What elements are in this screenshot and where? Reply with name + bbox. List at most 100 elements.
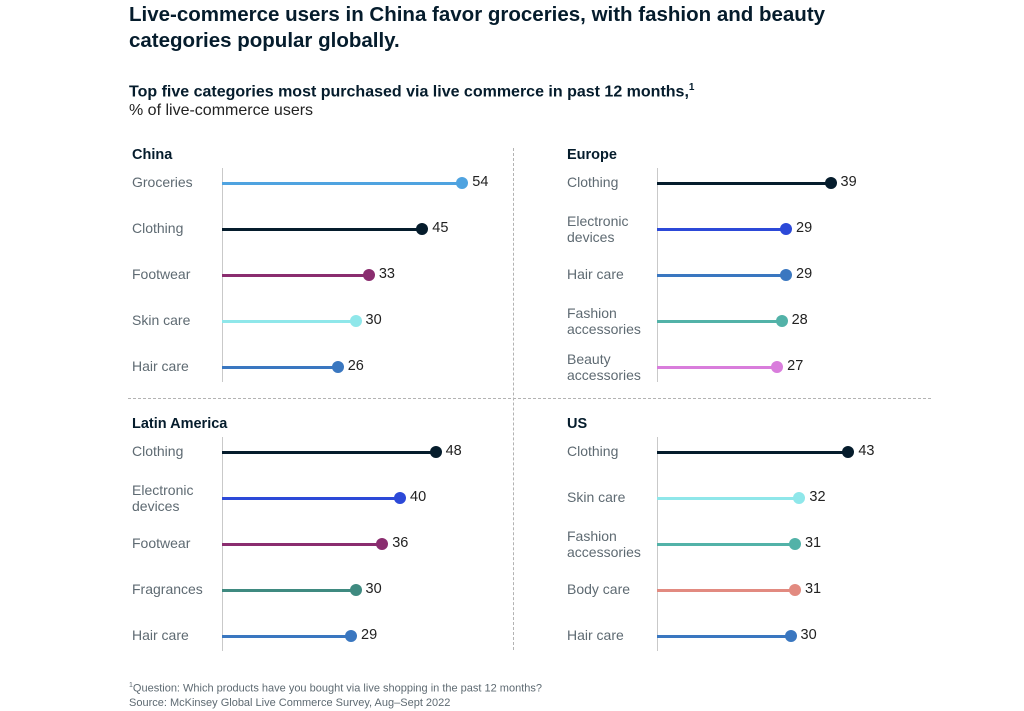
data-label: 29: [361, 627, 378, 643]
category-label: Fashion accessories: [567, 528, 641, 560]
lollipop-stem: [222, 542, 383, 546]
panel-title: China: [132, 147, 173, 163]
data-label: 32: [809, 489, 826, 505]
chart-headline: Live-commerce users in China favor groce…: [129, 3, 826, 52]
data-label: 43: [858, 443, 875, 459]
data-label: 48: [445, 443, 462, 459]
lollipop-stem: [657, 365, 778, 369]
lollipop-dot: [780, 223, 793, 235]
panel-title: Latin America: [132, 416, 228, 432]
lollipop-stem: [222, 450, 436, 454]
lollipop-dot: [775, 315, 788, 327]
footnote-question: 1Question: Which products have you bough…: [129, 679, 542, 696]
category-label: Clothing: [567, 443, 619, 459]
lollipop-stem: [657, 496, 800, 500]
subtitle-footnote-mark: 1: [688, 82, 695, 93]
category-label: Hair care: [567, 266, 624, 282]
data-label: 40: [410, 489, 427, 505]
lollipop-stem: [657, 634, 791, 638]
data-label: 27: [787, 358, 804, 374]
category-label: Beauty accessories: [567, 351, 641, 383]
lollipop-dot: [349, 584, 362, 596]
lollipop-stem: [657, 273, 787, 277]
footnote-question-text: Question: Which products have you bought…: [132, 682, 542, 695]
category-label: Electronic devices: [567, 213, 629, 245]
lollipop-stem: [222, 365, 338, 369]
lollipop-stem: [222, 319, 356, 323]
lollipop-stem: [222, 273, 369, 277]
lollipop-dot: [331, 361, 344, 373]
lollipop-dot: [824, 177, 837, 189]
footnote: 1Question: Which products have you bough…: [129, 679, 542, 710]
lollipop-stem: [222, 588, 356, 592]
category-label: Fragrances: [132, 581, 203, 597]
lollipop-dot: [429, 446, 442, 458]
lollipop-dot: [456, 177, 469, 189]
lollipop-dot: [349, 315, 362, 327]
data-label: 29: [796, 266, 813, 282]
lollipop-stem: [657, 588, 795, 592]
lollipop-dot: [780, 269, 793, 281]
category-label: Electronic devices: [132, 482, 194, 514]
category-label: Hair care: [132, 627, 189, 643]
lollipop-dot: [842, 446, 855, 458]
category-label: Skin care: [567, 489, 626, 505]
category-label: Footwear: [132, 535, 191, 551]
data-label: 30: [365, 312, 382, 328]
category-label: Groceries: [132, 174, 193, 190]
lollipop-stem: [657, 227, 787, 231]
chart-subtitle: Top five categories most purchased via l…: [129, 82, 694, 101]
panel-china: China Groceries 54 Clothing 45 Footwear 33 Skin…: [129, 147, 499, 387]
panel-europe: Europe Clothing 39 Electronic devices 29 Hair…: [564, 147, 934, 387]
panel-latin-america: Latin America Clothing 48 Electronic device…: [129, 416, 499, 656]
lollipop-dot: [788, 584, 801, 596]
category-label: Skin care: [132, 312, 191, 328]
category-label: Fashion accessories: [567, 305, 641, 337]
lollipop-dot: [416, 223, 429, 235]
panel-title: Europe: [567, 147, 617, 163]
lollipop-dot: [788, 538, 801, 550]
lollipop-stem: [657, 450, 849, 454]
data-label: 31: [804, 581, 822, 597]
data-label: 54: [472, 174, 489, 190]
lollipop-stem: [222, 227, 423, 231]
lollipop-dot: [793, 492, 806, 504]
lollipop-dot: [784, 630, 797, 642]
data-label: 33: [378, 266, 395, 282]
category-label: Body care: [567, 581, 631, 597]
category-label: Footwear: [132, 266, 191, 282]
data-label: 31: [804, 535, 822, 551]
lollipop-dot: [771, 361, 784, 373]
lollipop-stem: [657, 542, 795, 546]
data-label: 30: [365, 581, 382, 597]
data-label: 26: [347, 358, 364, 374]
data-label: 29: [796, 220, 813, 236]
lollipop-stem: [222, 634, 352, 638]
data-label: 28: [791, 312, 808, 328]
lollipop-dot: [394, 492, 406, 504]
category-label: Hair care: [567, 627, 624, 643]
chart-unit-label: % of live-commerce users: [129, 102, 314, 119]
data-label: 45: [432, 220, 449, 236]
panel-us: US Clothing 43 Skin care 32 Fashion accessori…: [564, 416, 934, 656]
panel-title: US: [567, 416, 588, 432]
lollipop-dot: [376, 538, 389, 550]
category-label: Clothing: [132, 220, 184, 236]
category-label: Clothing: [132, 443, 184, 459]
data-label: 30: [800, 627, 817, 643]
panel-divider-vertical: [513, 148, 514, 650]
lollipop-stem: [657, 181, 831, 185]
lollipop-stem: [222, 181, 463, 185]
data-label: 36: [392, 535, 409, 551]
panel-divider-horizontal: [128, 398, 931, 399]
lollipop-dot: [362, 269, 375, 281]
category-label: Hair care: [132, 358, 189, 374]
data-label: 39: [840, 174, 857, 190]
lollipop-stem: [222, 496, 400, 500]
lollipop-stem: [657, 319, 782, 323]
category-label: Clothing: [567, 174, 619, 190]
lollipop-dot: [345, 630, 358, 642]
chart-subtitle-text: Top five categories most purchased via l…: [129, 83, 689, 101]
footnote-source: Source: McKinsey Global Live Commerce Su…: [129, 696, 451, 709]
footnote-mark: 1: [129, 682, 133, 689]
